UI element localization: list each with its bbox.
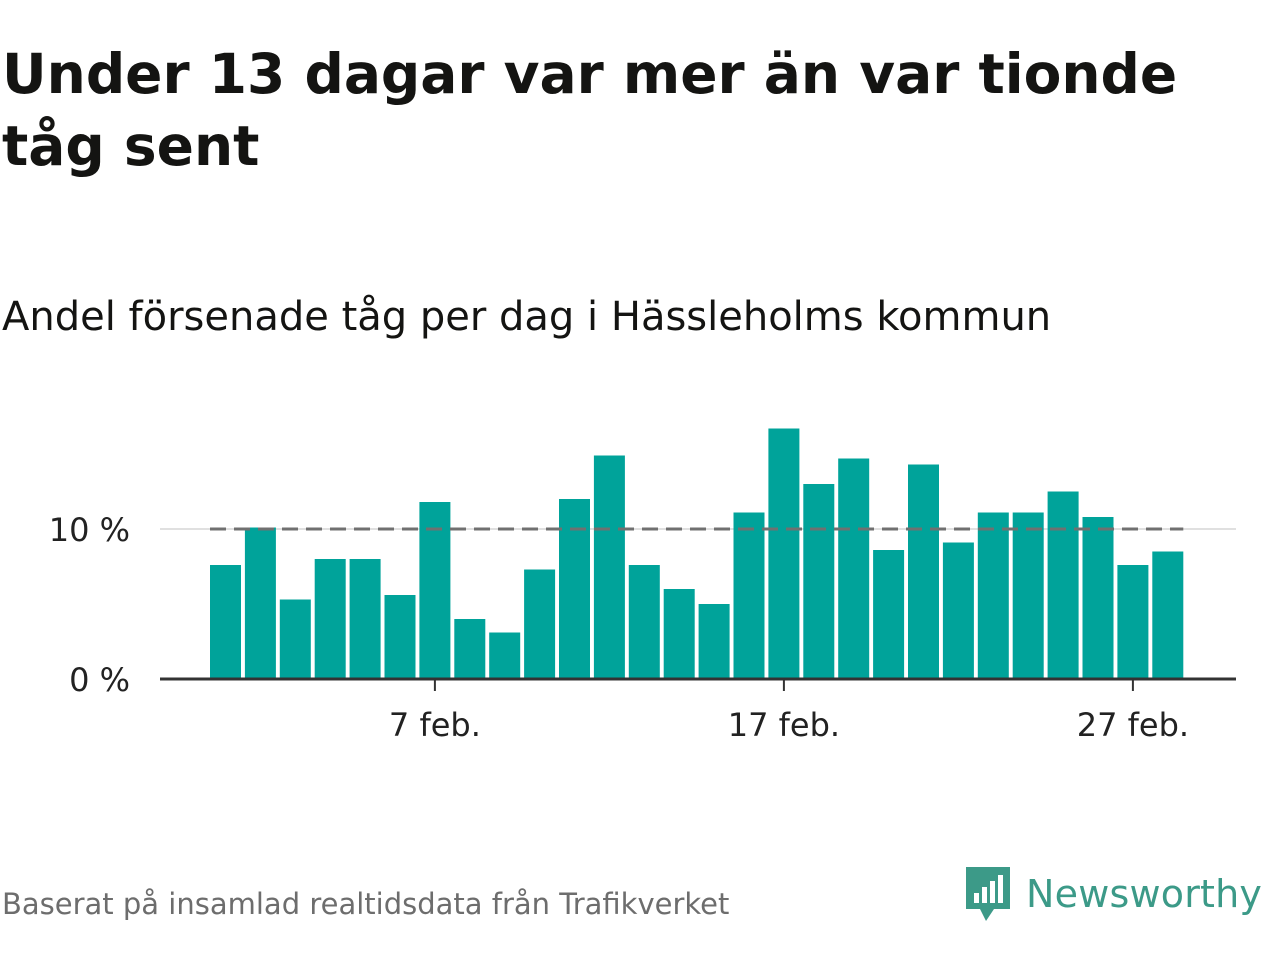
bar (489, 632, 521, 679)
y-tick-label: 0 % (69, 661, 130, 699)
x-tick-label: 27 feb. (1077, 706, 1189, 744)
axis-layer: 0 % 10 % 7 feb. 17 feb. 27 feb. (49, 511, 1236, 744)
bar (1012, 512, 1044, 679)
y-tick-label: 10 % (49, 511, 130, 549)
bar (1047, 491, 1079, 679)
bar (663, 589, 695, 679)
bar (593, 455, 625, 679)
bar (454, 619, 486, 679)
bar (733, 512, 765, 679)
bar (524, 569, 556, 679)
bar (803, 484, 835, 679)
bar (210, 565, 241, 679)
bar-layer (210, 428, 1184, 679)
bar (977, 512, 1009, 679)
bar (628, 565, 660, 679)
bar (838, 458, 870, 679)
brand-name: Newsworthy (1026, 872, 1263, 916)
chart-subtitle: Andel försenade tåg per dag i Hässleholm… (2, 294, 1052, 340)
brand-logo: Newsworthy (962, 862, 1262, 926)
bar-chart: 0 % 10 % 7 feb. 17 feb. 27 feb. (49, 428, 1236, 744)
bar (384, 595, 416, 679)
bar (873, 550, 905, 679)
bar (1082, 517, 1114, 679)
bar (768, 428, 800, 679)
bar (279, 599, 311, 679)
x-tick-label: 7 feb. (389, 706, 481, 744)
bar (908, 464, 939, 679)
bar (1117, 565, 1149, 679)
bar (419, 502, 451, 679)
bar (349, 559, 381, 679)
bar (559, 499, 590, 679)
x-tick-label: 17 feb. (728, 706, 840, 744)
bar (698, 604, 730, 679)
source-note: Baserat på insamlad realtidsdata från Tr… (2, 887, 730, 921)
bar (1152, 551, 1184, 679)
bar (314, 559, 346, 679)
bar (244, 527, 276, 679)
chart-title: Under 13 dagar var mer än var tionde tåg… (2, 42, 1178, 178)
newsworthy-logo-icon (966, 867, 1010, 921)
bar (942, 542, 974, 679)
